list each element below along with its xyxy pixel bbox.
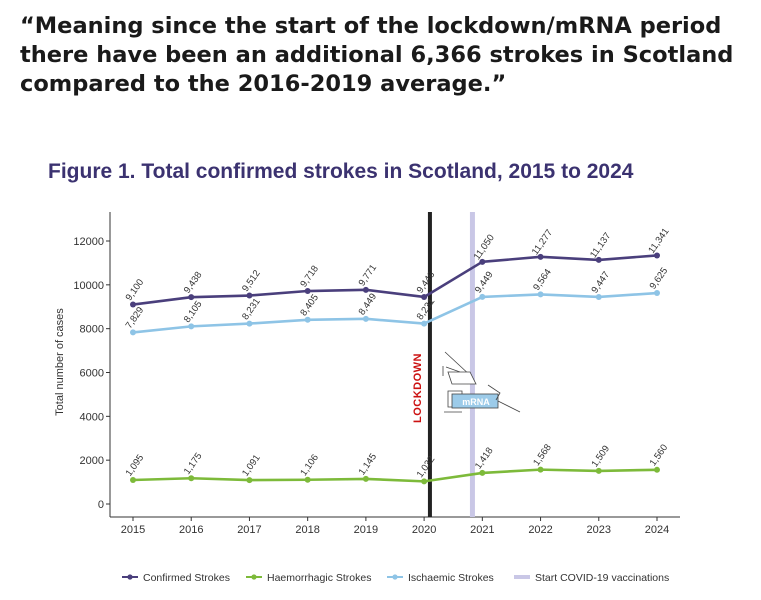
- ischaemic-strokes-point: [304, 316, 311, 323]
- haemorrhagic-strokes-line: [132, 468, 658, 483]
- haemorrhagic-strokes-point: [130, 477, 136, 484]
- quote-text: “Meaning since the start of the lockdown…: [20, 12, 750, 99]
- confirmed-strokes-line: [132, 254, 658, 306]
- legend-label-ischaemic-strokes: Ischaemic Strokes: [408, 572, 494, 584]
- ischaemic-strokes-data-label: 8,231: [240, 296, 263, 322]
- haemorrhagic-strokes-data-label: 1,175: [182, 451, 205, 477]
- confirmed-strokes-data-label: 11,277: [530, 228, 555, 258]
- haemorrhagic-strokes-data-label: 1,095: [124, 453, 147, 479]
- haemorrhagic-strokes-point: [537, 466, 544, 473]
- haemorrhagic-strokes-point: [362, 475, 369, 482]
- y-tick-label: 10000: [73, 280, 104, 292]
- haemorrhagic-strokes-data-label: 1,509: [589, 444, 612, 470]
- x-tick-label: 2023: [587, 524, 611, 536]
- haemorrhagic-strokes-data-label: 1,032: [415, 454, 438, 480]
- y-tick-label: 0: [98, 499, 104, 511]
- confirmed-strokes-point: [188, 294, 195, 301]
- ischaemic-strokes-point: [130, 329, 136, 336]
- confirmed-strokes-data-label: 11,137: [588, 231, 613, 261]
- ischaemic-strokes-point: [421, 320, 428, 327]
- ischaemic-strokes-data-label: 7,829: [124, 305, 147, 331]
- legend-marker-ischaemic-strokes: [392, 574, 398, 580]
- ischaemic-strokes-data-label: 9,447: [589, 270, 612, 296]
- confirmed-strokes-data-label: 11,050: [472, 233, 497, 263]
- confirmed-strokes-data-label: 11,341: [646, 226, 671, 256]
- haemorrhagic-strokes-data-label: 1,418: [473, 446, 496, 472]
- confirmed-strokes-point: [304, 288, 311, 295]
- legend-label-confirmed-strokes: Confirmed Strokes: [143, 572, 230, 584]
- haemorrhagic-strokes-point: [421, 478, 428, 485]
- ischaemic-strokes-point: [246, 320, 253, 327]
- haemorrhagic-strokes-data-label: 1,145: [357, 452, 380, 478]
- haemorrhagic-strokes-data-label: 1,091: [240, 453, 263, 479]
- confirmed-strokes-point: [654, 252, 660, 259]
- ischaemic-strokes-point: [188, 323, 195, 330]
- ischaemic-strokes-data-label: 8,105: [182, 299, 205, 325]
- x-tick-label: 2017: [237, 524, 261, 536]
- ischaemic-strokes-data-label: 8,405: [298, 292, 321, 318]
- confirmed-strokes-point: [362, 286, 369, 293]
- x-tick-label: 2018: [295, 524, 319, 536]
- confirmed-strokes-point: [421, 293, 428, 300]
- haemorrhagic-strokes-point: [246, 477, 253, 484]
- x-tick-label: 2021: [470, 524, 494, 536]
- x-tick-label: 2022: [528, 524, 552, 536]
- y-axis-label: Total number of cases: [54, 308, 66, 416]
- lockdown-line: [427, 212, 432, 517]
- haemorrhagic-strokes-point: [304, 476, 311, 483]
- ischaemic-strokes-data-label: 9,449: [473, 270, 496, 296]
- confirmed-strokes-data-label: 9,771: [357, 263, 380, 289]
- haemorrhagic-strokes-point: [188, 475, 195, 482]
- x-tick-label: 2019: [354, 524, 378, 536]
- mrna-label: mRNA: [462, 397, 490, 407]
- quote-highlight: 6,366: [410, 42, 482, 68]
- quote-close: strokes in Scotland compared to the 2016…: [20, 42, 734, 97]
- confirmed-strokes-data-label: 9,718: [298, 264, 321, 290]
- y-tick-label: 6000: [80, 368, 104, 380]
- y-tick-label: 12000: [73, 236, 104, 248]
- y-tick-label: 2000: [80, 455, 104, 467]
- quote-open: “Meaning since the start of the lockdown…: [20, 13, 722, 68]
- ischaemic-strokes-point: [537, 291, 544, 298]
- confirmed-strokes-point: [130, 301, 136, 308]
- ischaemic-strokes-point: [595, 293, 602, 300]
- haemorrhagic-strokes-data-label: 1,560: [648, 442, 671, 468]
- x-tick-label: 2016: [179, 524, 203, 536]
- vaccination-band: [469, 212, 475, 517]
- haemorrhagic-strokes-data-label: 1,106: [298, 452, 321, 478]
- legend-label-haemorrhagic-strokes: Haemorrhagic Strokes: [267, 572, 371, 584]
- legend-marker-confirmed-strokes: [127, 574, 133, 580]
- ischaemic-strokes-point: [362, 315, 369, 322]
- y-tick-label: 4000: [80, 411, 104, 423]
- confirmed-strokes-data-label: 9,512: [240, 268, 263, 294]
- x-tick-label: 2020: [412, 524, 436, 536]
- confirmed-strokes-point: [246, 292, 253, 299]
- confirmed-strokes-point: [537, 253, 544, 260]
- ischaemic-strokes-data-label: 8,449: [357, 291, 380, 317]
- ischaemic-strokes-data-label: 9,625: [648, 266, 671, 292]
- confirmed-strokes-data-label: 9,100: [124, 277, 147, 303]
- haemorrhagic-strokes-point: [479, 469, 486, 476]
- y-tick-label: 8000: [80, 324, 104, 336]
- confirmed-strokes-point: [595, 256, 602, 263]
- x-tick-label: 2024: [645, 524, 669, 536]
- haemorrhagic-strokes-data-label: 1,568: [531, 442, 554, 468]
- syringe-icon: mRNA: [442, 351, 521, 413]
- x-tick-label: 2015: [121, 524, 145, 536]
- ischaemic-strokes-point: [479, 293, 486, 300]
- legend-label-start-covid-19-vaccinations: Start COVID-19 vaccinations: [535, 572, 669, 584]
- confirmed-strokes-point: [479, 258, 486, 265]
- ischaemic-strokes-line: [132, 291, 658, 334]
- legend-marker-haemorrhagic-strokes: [251, 574, 257, 580]
- confirmed-strokes-data-label: 9,438: [182, 270, 205, 296]
- ischaemic-strokes-point: [654, 290, 660, 297]
- ischaemic-strokes-data-label: 9,564: [531, 267, 554, 293]
- haemorrhagic-strokes-point: [595, 467, 602, 474]
- chart-title: Figure 1. Total confirmed strokes in Sco…: [48, 160, 634, 183]
- lockdown-label: LOCKDOWN: [412, 353, 424, 423]
- haemorrhagic-strokes-point: [654, 466, 660, 473]
